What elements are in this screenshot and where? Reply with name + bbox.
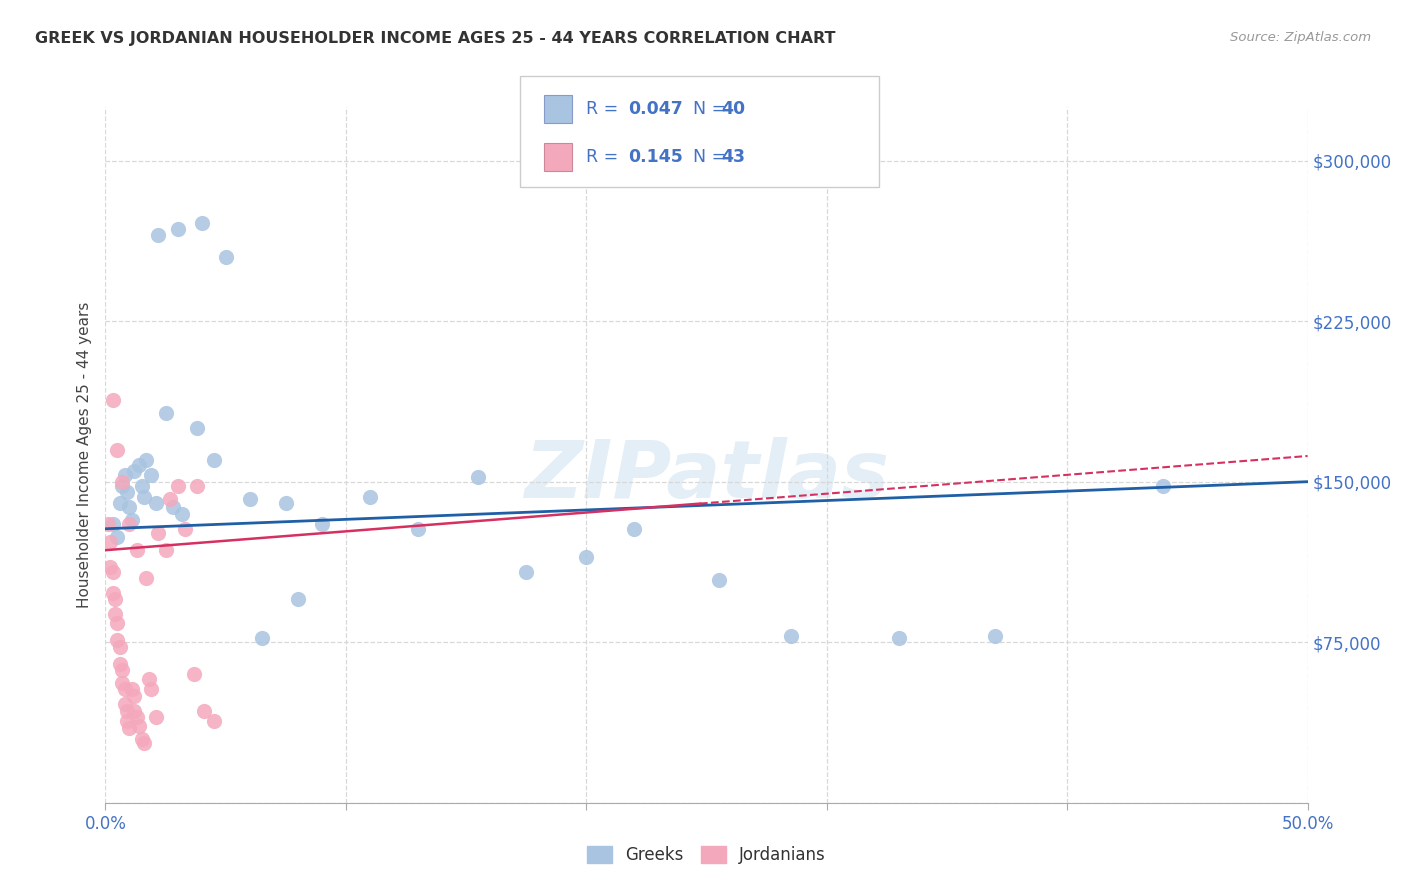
- Point: [145, 496, 167, 510]
- Point: [101, 517, 124, 532]
- Point: [104, 592, 127, 607]
- Point: [214, 250, 236, 264]
- Y-axis label: Householder Income Ages 25 - 44 years: Householder Income Ages 25 - 44 years: [77, 301, 93, 608]
- Point: [139, 468, 162, 483]
- Point: [250, 631, 273, 645]
- Point: [114, 698, 136, 712]
- Point: [107, 530, 129, 544]
- Point: [173, 522, 195, 536]
- Point: [114, 468, 136, 483]
- Point: [575, 549, 598, 564]
- Text: N =: N =: [682, 100, 731, 118]
- Point: [118, 721, 141, 735]
- Text: 0.145: 0.145: [628, 148, 683, 166]
- Point: [159, 491, 181, 506]
- Point: [107, 633, 129, 648]
- Text: ZIPatlas: ZIPatlas: [524, 437, 889, 515]
- Point: [239, 491, 262, 506]
- Point: [148, 228, 170, 243]
- Legend: Greeks, Jordanians: Greeks, Jordanians: [581, 839, 832, 871]
- Point: [467, 470, 489, 484]
- Point: [124, 704, 146, 718]
- Text: Source: ZipAtlas.com: Source: ZipAtlas.com: [1230, 31, 1371, 45]
- Point: [406, 522, 429, 536]
- Point: [118, 500, 141, 515]
- Point: [155, 406, 177, 420]
- Point: [108, 640, 131, 654]
- Point: [148, 526, 170, 541]
- Point: [190, 216, 212, 230]
- Point: [108, 496, 131, 510]
- Point: [186, 479, 208, 493]
- Point: [193, 704, 215, 718]
- Point: [707, 573, 730, 587]
- Point: [128, 458, 150, 472]
- Point: [125, 543, 148, 558]
- Point: [125, 710, 148, 724]
- Point: [311, 517, 333, 532]
- Point: [132, 490, 155, 504]
- Point: [274, 496, 297, 510]
- Point: [111, 676, 134, 690]
- Point: [98, 560, 121, 574]
- Point: [166, 479, 188, 493]
- Point: [984, 629, 1007, 643]
- Point: [131, 731, 153, 746]
- Point: [623, 522, 645, 536]
- Point: [101, 393, 124, 408]
- Point: [135, 571, 157, 585]
- Point: [135, 453, 157, 467]
- Text: 40: 40: [721, 100, 745, 118]
- Point: [114, 682, 136, 697]
- Point: [115, 485, 138, 500]
- Text: GREEK VS JORDANIAN HOUSEHOLDER INCOME AGES 25 - 44 YEARS CORRELATION CHART: GREEK VS JORDANIAN HOUSEHOLDER INCOME AG…: [35, 31, 835, 46]
- Point: [108, 657, 131, 671]
- Point: [186, 421, 208, 435]
- Point: [887, 631, 910, 645]
- Point: [107, 615, 129, 630]
- Point: [111, 663, 134, 677]
- Text: 0.047: 0.047: [628, 100, 683, 118]
- Point: [118, 517, 141, 532]
- Point: [128, 719, 150, 733]
- Point: [101, 586, 124, 600]
- Point: [121, 682, 143, 697]
- Point: [287, 592, 309, 607]
- Point: [111, 475, 134, 489]
- Point: [97, 517, 120, 532]
- Point: [107, 442, 129, 457]
- Point: [1152, 479, 1174, 493]
- Point: [115, 714, 138, 729]
- Point: [132, 736, 155, 750]
- Point: [138, 672, 160, 686]
- Point: [124, 464, 146, 478]
- Text: R =: R =: [586, 100, 624, 118]
- Point: [121, 513, 143, 527]
- Point: [98, 534, 121, 549]
- Text: 43: 43: [721, 148, 745, 166]
- Point: [145, 710, 167, 724]
- Point: [183, 667, 205, 681]
- Point: [101, 565, 124, 579]
- Point: [172, 507, 194, 521]
- Point: [166, 222, 188, 236]
- Point: [115, 704, 138, 718]
- Point: [139, 682, 162, 697]
- Point: [131, 479, 153, 493]
- Text: N =: N =: [682, 148, 731, 166]
- Point: [779, 629, 801, 643]
- Text: R =: R =: [586, 148, 624, 166]
- Point: [155, 543, 177, 558]
- Point: [515, 565, 537, 579]
- Point: [104, 607, 127, 622]
- Point: [162, 500, 184, 515]
- Point: [111, 479, 134, 493]
- Point: [359, 490, 381, 504]
- Point: [124, 689, 146, 703]
- Point: [202, 453, 225, 467]
- Point: [202, 714, 225, 729]
